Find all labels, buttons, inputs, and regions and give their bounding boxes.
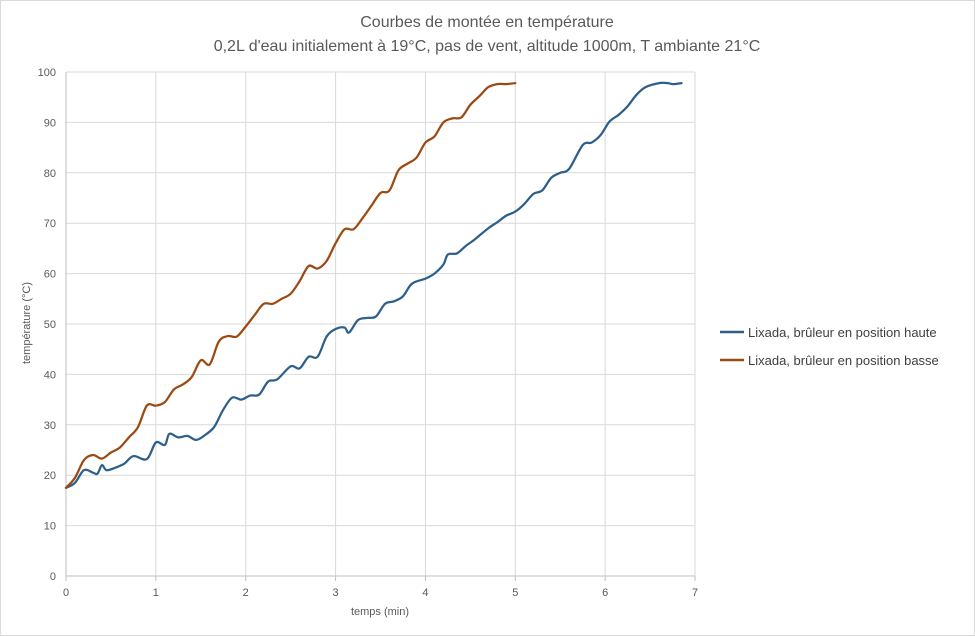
gridlines xyxy=(65,71,696,577)
x-tick-label: 7 xyxy=(692,587,698,599)
x-tick-label: 0 xyxy=(63,587,69,599)
y-tick-label: 0 xyxy=(50,571,56,583)
y-tick-label: 40 xyxy=(44,369,56,381)
x-tick-label: 1 xyxy=(153,587,159,599)
y-tick-label: 70 xyxy=(44,218,56,230)
y-tick-label: 90 xyxy=(44,117,56,129)
chart-subtitle: 0,2L d'eau initialement à 19°C, pas de v… xyxy=(214,38,761,55)
y-tick-label: 10 xyxy=(44,521,56,533)
x-tick-label: 5 xyxy=(512,587,518,599)
y-tick-label: 100 xyxy=(38,67,56,79)
legend-label-haute: Lixada, brûleur en position haute xyxy=(748,325,937,340)
series-line-haute xyxy=(64,81,683,489)
y-tick-label: 50 xyxy=(44,319,56,331)
y-tick-labels: 0 10 20 30 40 50 60 70 80 90 100 xyxy=(38,67,56,583)
x-tick-label: 4 xyxy=(422,587,428,599)
axes xyxy=(65,72,696,581)
series-line-basse xyxy=(64,81,517,489)
x-axis-title: temps (min) xyxy=(351,606,409,618)
chart-title: Courbes de montée en température xyxy=(360,14,614,31)
legend-label-basse: Lixada, brûleur en position basse xyxy=(748,353,939,368)
x-tick-label: 2 xyxy=(243,587,249,599)
y-tick-label: 80 xyxy=(44,168,56,180)
y-tick-label: 20 xyxy=(44,470,56,482)
x-tick-labels: 0 1 2 3 4 5 6 7 xyxy=(63,587,698,599)
x-tick-label: 3 xyxy=(333,587,339,599)
y-tick-label: 30 xyxy=(44,420,56,432)
y-tick-label: 60 xyxy=(44,269,56,281)
series-lines xyxy=(64,81,683,489)
x-tick-label: 6 xyxy=(602,587,608,599)
legend: Lixada, brûleur en position haute Lixada… xyxy=(720,325,939,368)
y-axis-title: température (°C) xyxy=(21,282,33,364)
